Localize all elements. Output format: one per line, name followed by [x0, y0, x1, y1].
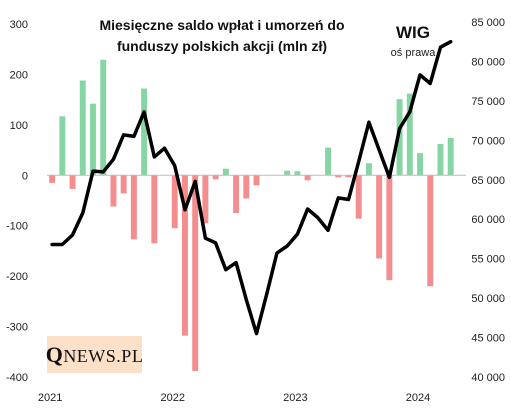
y-right-tick-label: 55 000	[471, 254, 505, 266]
y-left-tick-label: 0	[22, 170, 28, 182]
bar	[294, 171, 301, 176]
bar	[417, 153, 423, 176]
x-tick-label: 2021	[38, 392, 62, 404]
bar	[202, 175, 209, 224]
bar	[59, 116, 66, 176]
bar	[365, 163, 372, 176]
y-right-axis: 85 000 80 000 75 000 70 000 65 000 60 000 55 0…	[471, 17, 505, 384]
bar	[130, 175, 137, 240]
bar	[181, 175, 188, 336]
y-right-tick-label: 70 000	[471, 135, 505, 147]
bar	[447, 137, 454, 176]
wig-label: WIG	[396, 23, 430, 42]
wig-line	[50, 39, 453, 336]
bar	[49, 175, 56, 183]
bar-series	[49, 59, 454, 371]
bar	[171, 175, 178, 229]
bar	[120, 175, 127, 194]
y-left-axis: 300 200 100 0 -100 -200 -300 -400	[6, 19, 28, 384]
x-axis: 2021 2022 2023 2024	[38, 392, 430, 404]
bar	[437, 144, 444, 176]
y-right-tick-label: 60 000	[471, 214, 505, 226]
bar	[396, 99, 403, 176]
bar	[222, 168, 229, 176]
x-tick-label: 2022	[161, 392, 185, 404]
bar	[253, 175, 260, 186]
bar	[243, 175, 250, 199]
bar	[141, 88, 148, 176]
bar	[69, 175, 76, 189]
y-left-tick-label: 100	[10, 120, 28, 132]
right-axis-note: oś prawa	[391, 47, 437, 59]
bar	[345, 175, 352, 178]
y-left-tick-label: -100	[6, 221, 28, 233]
y-right-tick-label: 40 000	[471, 372, 505, 384]
y-right-tick-label: 80 000	[471, 56, 505, 68]
chart-title-line-2: funduszy polskich akcji (mln zł)	[117, 38, 327, 54]
bar	[376, 175, 383, 259]
y-left-tick-label: -300	[6, 322, 28, 334]
bar	[427, 175, 434, 287]
bar	[386, 175, 393, 281]
y-right-tick-label: 50 000	[471, 293, 505, 305]
y-left-tick-label: 200	[10, 69, 28, 81]
y-right-tick-label: 75 000	[471, 96, 505, 108]
bar	[335, 175, 342, 178]
x-tick-label: 2023	[283, 392, 307, 404]
chart-title-line-1: Miesięczne saldo wpłat i umorzeń do	[99, 17, 344, 33]
bar	[284, 170, 291, 176]
bar	[233, 175, 240, 214]
logo-text: QNEWS.PL	[45, 341, 144, 367]
bar	[304, 175, 311, 181]
bar	[151, 175, 158, 244]
y-right-tick-label: 85 000	[471, 17, 505, 29]
bar	[79, 80, 86, 176]
y-left-tick-label: -400	[6, 372, 28, 384]
bar	[355, 175, 362, 219]
bar	[192, 175, 199, 371]
y-right-tick-label: 45 000	[471, 333, 505, 345]
bar	[110, 175, 117, 207]
y-left-tick-label: -200	[6, 271, 28, 283]
qnews-logo: QNEWS.PL	[45, 336, 144, 373]
bar	[406, 93, 413, 176]
bar	[325, 147, 332, 176]
y-left-tick-label: 300	[10, 19, 28, 31]
x-tick-label: 2024	[406, 392, 430, 404]
y-right-tick-label: 65 000	[471, 175, 505, 187]
bar	[212, 175, 219, 180]
bar	[90, 103, 96, 176]
bar	[100, 59, 107, 176]
